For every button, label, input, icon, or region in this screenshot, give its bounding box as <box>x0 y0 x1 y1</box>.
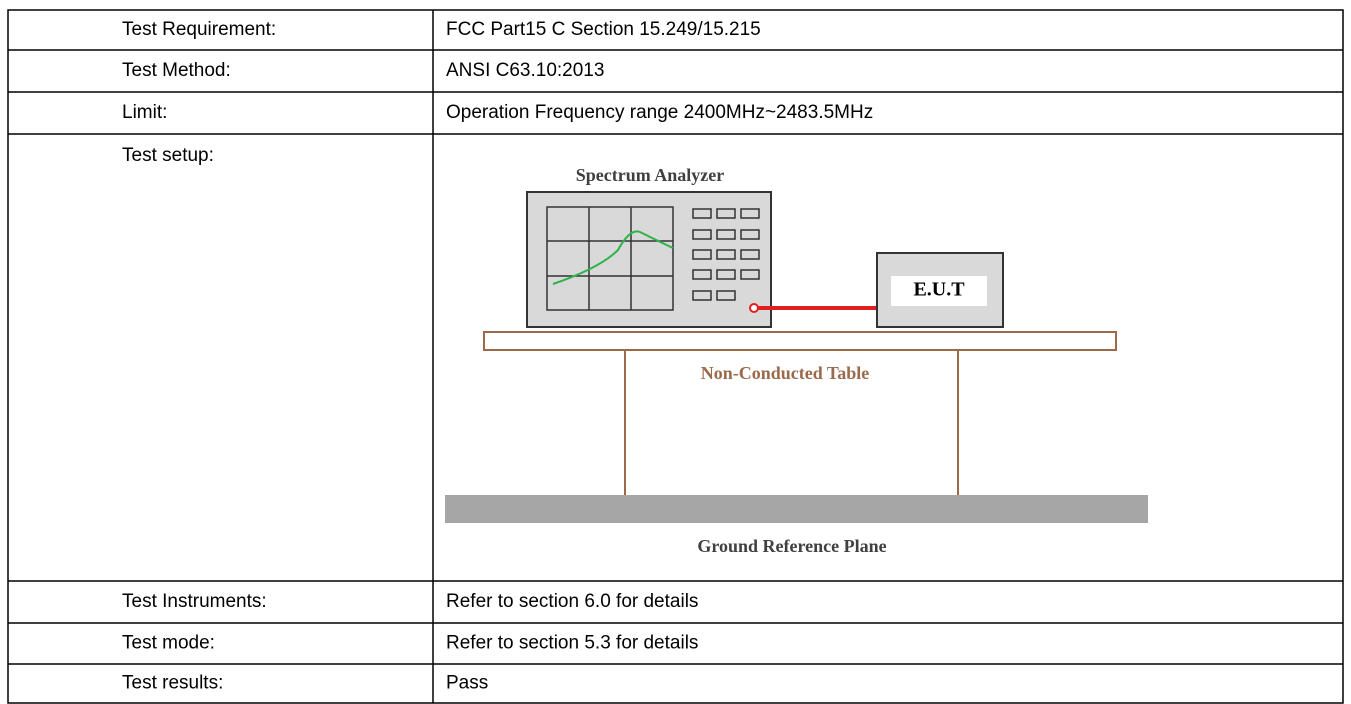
trace <box>552 230 674 285</box>
row-label: Test results: <box>122 673 223 694</box>
row-value: Operation Frequency range 2400MHz~2483.5… <box>446 102 873 123</box>
buttons <box>692 208 760 301</box>
table-top <box>483 331 1117 351</box>
row-label: Test Method: <box>122 60 231 81</box>
screen-grid <box>547 207 673 310</box>
row-value: Refer to section 6.0 for details <box>446 591 698 612</box>
analyzer-label: Spectrum Analyzer <box>576 165 724 185</box>
port <box>749 303 759 313</box>
table-legs <box>624 350 959 495</box>
table-label: Non-Conducted Table <box>701 363 870 383</box>
ground-label: Ground Reference Plane <box>697 536 886 556</box>
row-label: Test mode: <box>122 633 215 654</box>
row-label: Limit: <box>122 102 167 123</box>
screen <box>546 206 674 311</box>
row-label: Test setup: <box>122 145 214 166</box>
row-value: ANSI C63.10:2013 <box>446 60 604 81</box>
ground-plane <box>445 495 1148 523</box>
eut-label: E.U.T <box>913 279 965 301</box>
row-value: Refer to section 5.3 for details <box>446 633 698 654</box>
row-label: Test Instruments: <box>122 591 267 612</box>
row-value: FCC Part15 C Section 15.249/15.215 <box>446 19 761 40</box>
table: Test Requirement: FCC Part15 C Section 15… <box>7 9 1344 704</box>
row-label: Test Requirement: <box>122 19 276 40</box>
setup-diagram: Spectrum Analyzer E.U.T Non-Conducted Ta… <box>445 165 1148 556</box>
table-border <box>7 9 1344 704</box>
row-value: Pass <box>446 673 488 694</box>
eut-label-bg <box>891 276 987 306</box>
